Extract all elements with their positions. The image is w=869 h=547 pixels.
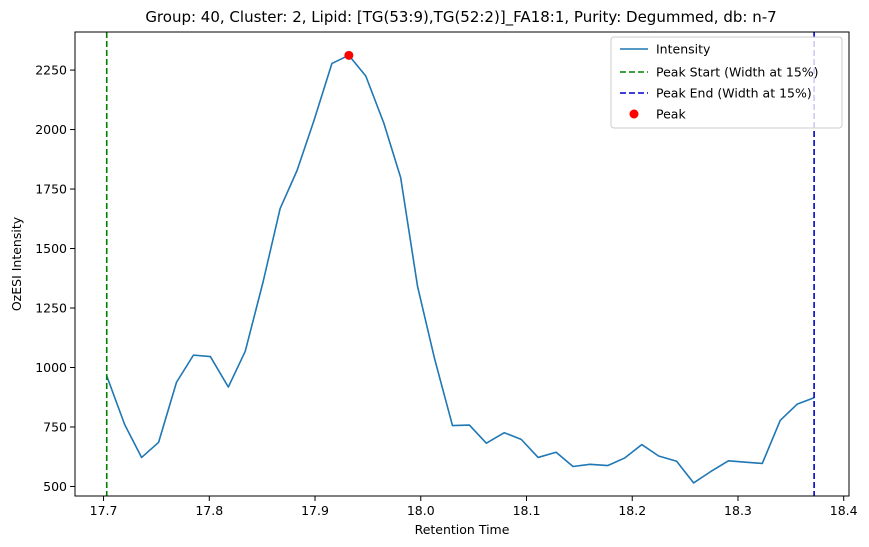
y-axis-ticks: 500 750 1000 1250 1500 1750 2000 2250: [35, 63, 75, 494]
x-tick-label: 18.0: [407, 503, 435, 518]
x-tick-label: 18.4: [830, 503, 858, 518]
x-tick-label: 17.8: [195, 503, 223, 518]
x-tick-label: 18.3: [724, 503, 752, 518]
legend-label-peak-end: Peak End (Width at 15%): [656, 86, 812, 101]
series-intensity-line: [105, 54, 815, 484]
y-tick-label: 500: [43, 479, 67, 494]
legend-box: [610, 36, 843, 129]
peak-marker: [344, 50, 354, 60]
legend-swatch-peak: [629, 109, 639, 119]
plot-frame: [74, 31, 850, 497]
legend-entry-intensity: Intensity: [620, 42, 711, 57]
legend-label-peak-start: Peak Start (Width at 15%): [656, 65, 819, 80]
y-tick-label: 2250: [35, 63, 67, 78]
y-tick-label: 1500: [35, 241, 67, 256]
x-tick-label: 17.9: [301, 503, 329, 518]
y-tick-label: 1750: [35, 182, 67, 197]
legend-entry-peak-start: Peak Start (Width at 15%): [620, 65, 819, 80]
legend-label-peak: Peak: [656, 107, 686, 122]
x-axis-ticks: 17.7 17.8 17.9 18.0 18.1 18.2 18.3 18.4: [90, 496, 858, 518]
x-axis-title: Retention Time: [415, 522, 510, 537]
legend-entry-peak-end: Peak End (Width at 15%): [620, 86, 812, 101]
legend-entry-peak: Peak: [629, 107, 686, 122]
x-tick-label: 18.1: [513, 503, 541, 518]
y-tick-label: 1250: [35, 301, 67, 316]
x-tick-label: 17.7: [90, 503, 118, 518]
y-tick-label: 2000: [35, 122, 67, 137]
legend-label-intensity: Intensity: [656, 42, 711, 57]
x-tick-label: 18.2: [618, 503, 646, 518]
y-tick-label: 1000: [35, 360, 67, 375]
y-tick-label: 750: [43, 419, 67, 434]
legend: Intensity Peak Start (Width at 15%) Peak…: [610, 36, 843, 129]
chart-title: Group: 40, Cluster: 2, Lipid: [TG(53:9),…: [145, 8, 776, 27]
y-axis-title: OzESI Intensity: [9, 216, 24, 311]
